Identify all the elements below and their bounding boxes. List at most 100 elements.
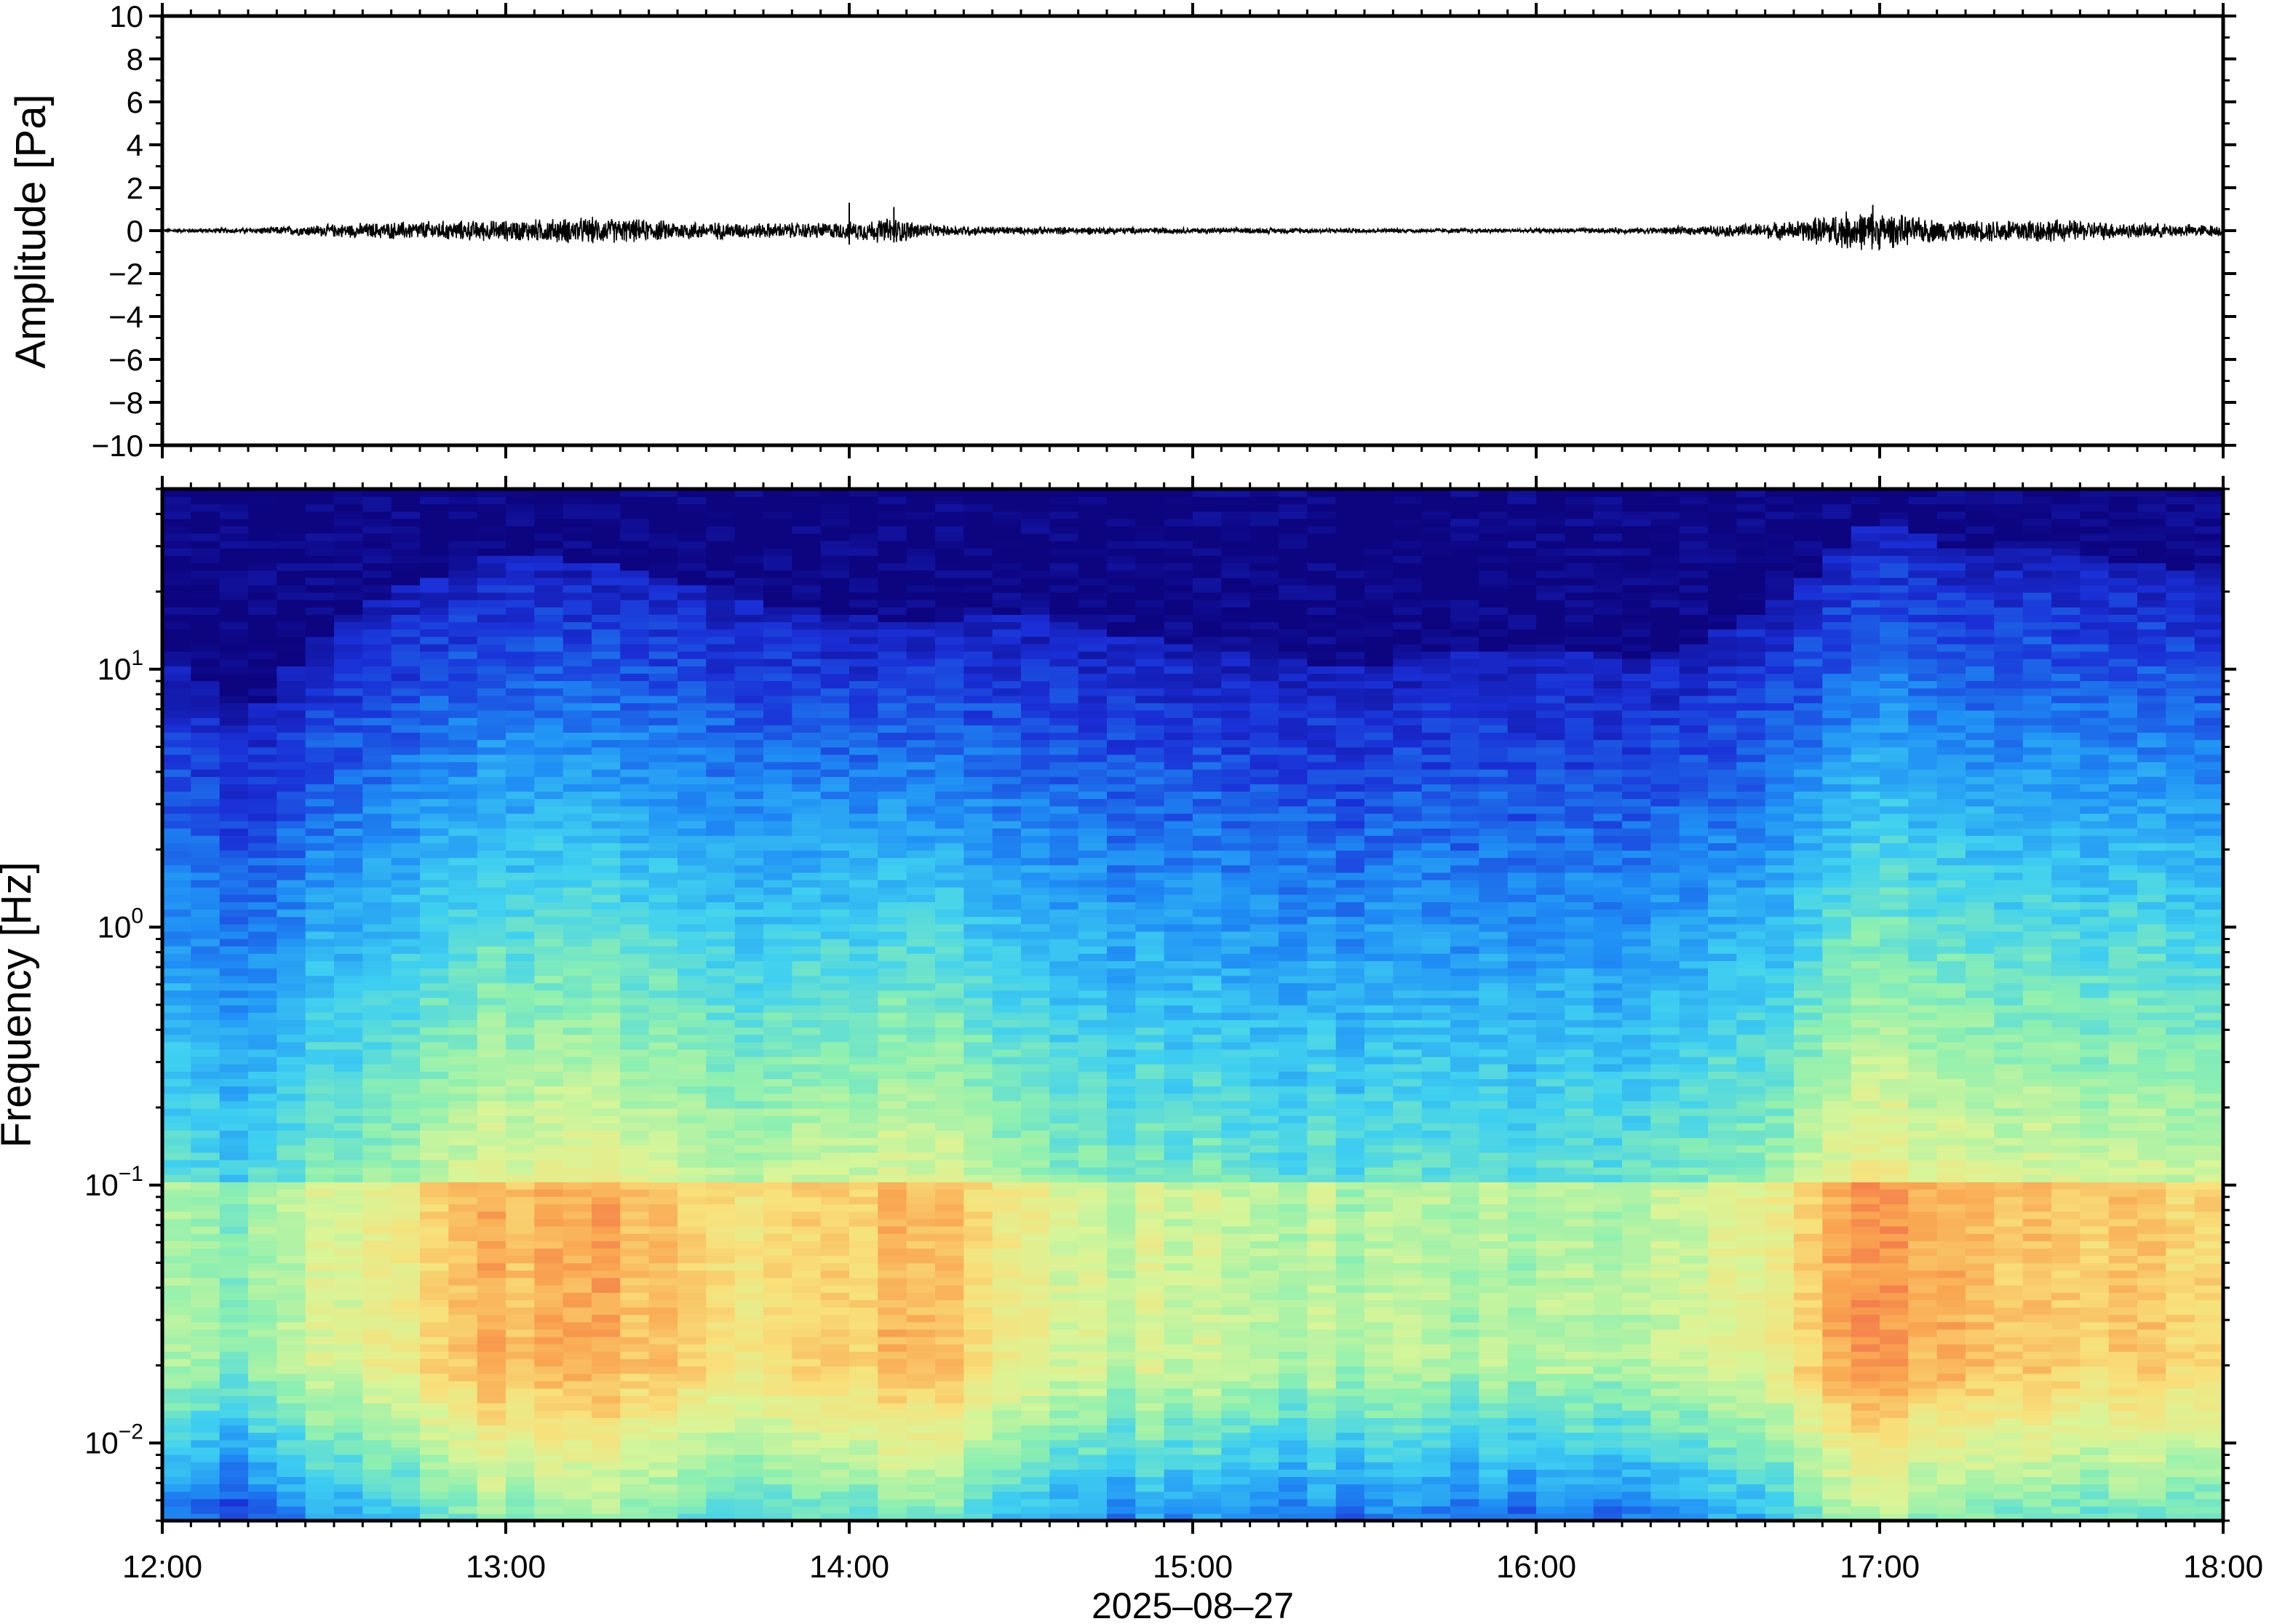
spectrogram-cell bbox=[162, 1277, 192, 1286]
spectrogram-cell bbox=[878, 732, 907, 741]
spectrogram-cell bbox=[935, 1005, 965, 1013]
spectrogram-cell bbox=[162, 953, 192, 961]
spectrogram-cell bbox=[1135, 1388, 1165, 1396]
spectrogram-cell bbox=[1021, 1041, 1051, 1050]
spectrogram-cell bbox=[277, 599, 306, 608]
spectrogram-cell bbox=[620, 776, 650, 784]
spectrogram-cell bbox=[878, 709, 907, 718]
spectrogram-cell bbox=[362, 1241, 392, 1249]
spectrogram-cell bbox=[162, 1248, 192, 1257]
spectrogram-cell bbox=[820, 1505, 850, 1514]
spectrogram-cell bbox=[420, 540, 450, 549]
spectrogram-cell bbox=[792, 584, 822, 593]
spectrogram-cell bbox=[420, 1196, 450, 1205]
spectrogram-cell bbox=[1021, 1152, 1051, 1161]
spectrogram-cell bbox=[162, 1402, 192, 1411]
spectrogram-cell bbox=[648, 1484, 678, 1492]
spectrogram-cell bbox=[648, 1130, 678, 1139]
spectrogram-cell bbox=[820, 997, 850, 1006]
spectrogram-cell bbox=[734, 1388, 764, 1396]
spectrogram-cell bbox=[391, 805, 421, 814]
spectrogram-cell bbox=[506, 1469, 536, 1477]
spectrogram-cell bbox=[677, 1476, 707, 1485]
spectrogram-cell bbox=[1107, 1086, 1137, 1094]
spectrogram-cell bbox=[849, 673, 879, 682]
spectrogram-cell bbox=[1078, 1262, 1108, 1271]
spectrogram-cell bbox=[248, 798, 278, 807]
spectrogram-cell bbox=[477, 754, 506, 763]
spectrogram-cell bbox=[620, 1388, 650, 1396]
spectrogram-cell bbox=[191, 584, 220, 593]
spectrogram-cell bbox=[648, 1321, 678, 1330]
spectrogram-cell bbox=[277, 1262, 306, 1271]
spectrogram-cell bbox=[677, 784, 707, 792]
spectrogram-cell bbox=[992, 923, 1022, 932]
spectrogram-cell bbox=[277, 953, 306, 961]
spectrogram-cell bbox=[677, 673, 707, 682]
spectrogram-cell bbox=[706, 621, 736, 630]
spectrogram-cell bbox=[963, 761, 993, 770]
spectrogram-cell bbox=[620, 1248, 650, 1257]
spectrogram-cell bbox=[305, 761, 335, 770]
spectrogram-cell bbox=[277, 643, 306, 652]
spectrogram-cell bbox=[878, 702, 907, 711]
spectrogram-cell bbox=[563, 1048, 592, 1057]
spectrogram-cell bbox=[734, 1248, 764, 1257]
spectrogram-cell bbox=[391, 857, 421, 866]
spectrogram-cell bbox=[563, 1041, 592, 1050]
spectrogram-cell bbox=[563, 1314, 592, 1323]
spectrogram-cell bbox=[1021, 1373, 1051, 1382]
spectrogram-cell bbox=[1107, 798, 1137, 807]
spectrogram-cell bbox=[878, 909, 907, 918]
spectrogram-cell bbox=[1107, 1130, 1137, 1139]
spectrogram-cell bbox=[305, 1284, 335, 1293]
spectrogram-cell bbox=[477, 784, 506, 792]
spectrogram-cell bbox=[477, 1484, 506, 1492]
spectrogram-cell bbox=[992, 1012, 1022, 1020]
spectrogram-cell bbox=[277, 717, 306, 725]
spectrogram-cell bbox=[277, 503, 306, 512]
spectrogram-cell bbox=[219, 614, 249, 623]
spectrogram-cell bbox=[506, 1248, 536, 1257]
spectrogram-cell bbox=[477, 1005, 506, 1013]
spectrogram-cell bbox=[162, 540, 192, 549]
spectrogram-cell bbox=[878, 1277, 907, 1286]
spectrogram-cell bbox=[162, 1071, 192, 1080]
spectrogram-cell bbox=[534, 1248, 564, 1257]
spectrogram-cell bbox=[820, 843, 850, 851]
spectrogram-cell bbox=[677, 548, 707, 556]
spectrogram-cell bbox=[1107, 1432, 1137, 1441]
spectrogram-cell bbox=[992, 1145, 1022, 1153]
spectrogram-cell bbox=[334, 1321, 364, 1330]
spectrogram-cell bbox=[248, 1203, 278, 1212]
spectrogram-cell bbox=[277, 562, 306, 571]
spectrogram-cell bbox=[219, 1166, 249, 1175]
spectrogram-cell bbox=[391, 614, 421, 623]
spectrogram-cell bbox=[277, 1417, 306, 1426]
spectrogram-cell bbox=[992, 827, 1022, 836]
spectrogram-cell bbox=[448, 1491, 478, 1500]
spectrogram-cell bbox=[391, 739, 421, 748]
spectrogram-cell bbox=[334, 525, 364, 534]
spectrogram-cell bbox=[963, 850, 993, 859]
spectrogram-cell bbox=[563, 1159, 592, 1168]
spectrogram-cell bbox=[391, 813, 421, 821]
spectrogram-cell bbox=[792, 798, 822, 807]
spectrogram-cell bbox=[648, 850, 678, 859]
spectrogram-cell bbox=[448, 1462, 478, 1470]
spectrogram-cell bbox=[219, 1248, 249, 1257]
spectrogram-cell bbox=[506, 886, 536, 895]
spectrogram-cell bbox=[448, 1432, 478, 1441]
spectrogram-cell bbox=[992, 577, 1022, 586]
spectrogram-cell bbox=[677, 1174, 707, 1182]
spectrogram-cell bbox=[677, 636, 707, 645]
spectrogram-cell bbox=[391, 1152, 421, 1161]
spectrogram-cell bbox=[277, 864, 306, 873]
spectrogram-cell bbox=[1049, 673, 1079, 682]
spectrogram-cell bbox=[820, 1115, 850, 1123]
spectrogram-cell bbox=[878, 1225, 907, 1234]
spectrogram-cell bbox=[992, 1064, 1022, 1072]
spectrogram-cell bbox=[248, 1351, 278, 1359]
spectrogram-cell bbox=[849, 599, 879, 608]
spectrogram-cell bbox=[277, 1130, 306, 1139]
